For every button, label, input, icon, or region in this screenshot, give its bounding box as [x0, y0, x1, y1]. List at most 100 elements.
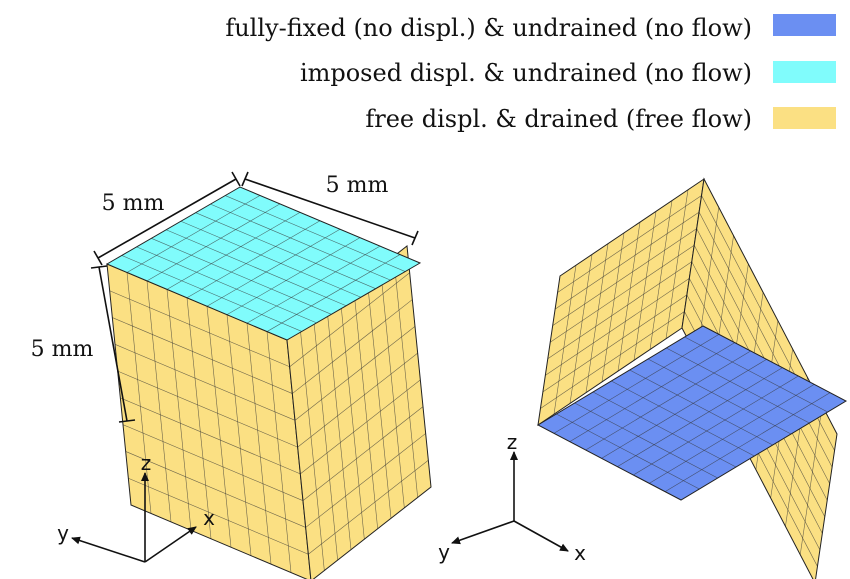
right-cube-left-mesh-line [569, 254, 593, 404]
left-cube-left-mesh-line [206, 306, 232, 548]
legend-swatch-free [773, 107, 836, 129]
right-cube-bottom-mesh-line [666, 347, 810, 424]
right-cube-right-outline [681, 177, 838, 579]
dimension-top-left: 5 mm [93, 171, 241, 266]
dimension-top-right: 5 mm [241, 171, 419, 246]
right-cube-bottom-mesh-line [684, 336, 828, 413]
right-cube-left-mesh-line [649, 200, 673, 350]
left-cube-left-mesh-line [112, 317, 293, 394]
right-cube-bottom-mesh-line [556, 413, 700, 490]
right-cube-bottom-mesh-line [553, 334, 720, 434]
left-cube-top-mesh-line [226, 237, 361, 315]
right-cube-right-mesh-line [698, 211, 833, 468]
left-cube-left-mesh-line [166, 289, 192, 531]
left-cube-face-left [106, 263, 312, 579]
left-cube-top-mesh-line [180, 220, 362, 298]
axis-label-z-right: z [507, 430, 518, 454]
axis-x-left [144, 526, 197, 563]
left-cube-right-fill [287, 246, 431, 579]
right-cube-right-mesh-line [696, 228, 830, 484]
left-cube-right-mesh-line [340, 298, 365, 540]
legend-item-fixed: fully-fixed (no displ.) & undrained (no … [225, 14, 836, 42]
right-cube-left-mesh-line [554, 211, 700, 310]
left-cube-right-mesh-line [302, 406, 424, 501]
dimension-label-height: 5 mm [31, 337, 94, 362]
right-cube-left-mesh-line [633, 211, 657, 361]
left-cube-right-mesh-line [292, 299, 413, 394]
dimension-label-top-right: 5 mm [326, 173, 389, 198]
right-cube-left-mesh-line [557, 195, 702, 293]
legend-label-imposed: imposed displ. & undrained (no flow) [300, 59, 752, 87]
left-cube-top-fill [107, 187, 420, 340]
left-cube-left-mesh-line [122, 424, 304, 501]
left-cube-right-mesh-line [300, 379, 421, 475]
right-cube-left-mesh-line [550, 244, 695, 343]
left-cube-top-mesh-line [195, 212, 376, 289]
right-cube-left-mesh-line [601, 232, 625, 382]
left-cube-right-mesh-line [393, 256, 418, 498]
left-cube-top-mesh-line [225, 195, 406, 272]
right-cube-left-mesh-line [553, 265, 577, 415]
left-cube-left-mesh-line [120, 397, 301, 475]
axis-x-right [513, 520, 569, 552]
right-cube-left-mesh-line [545, 278, 690, 376]
left-cube-right-mesh-line [380, 266, 405, 508]
right-cube-bottom-mesh-line [629, 369, 773, 446]
left-cube-top-outline [105, 186, 422, 341]
legend-item-free: free displ. & drained (free flow) [365, 105, 836, 133]
axis-label-x-left: x [203, 506, 215, 530]
left-cube-left-mesh-line [266, 331, 292, 573]
right-cube-bottom-mesh-line [664, 392, 831, 492]
left-cube-left-mesh-line [186, 297, 212, 539]
left-cube-face-right [286, 245, 432, 579]
left-cube-left-fill [107, 264, 311, 579]
right-cube-left-mesh-line [552, 228, 697, 326]
left-cube-top-mesh-line [121, 255, 302, 332]
right-cube-left-fill [538, 179, 704, 425]
left-cube-top-mesh-line [165, 229, 347, 307]
right-cube-bottom-mesh-line [617, 367, 783, 467]
right-cube-bottom-mesh-line [601, 359, 767, 459]
left-cube-left-mesh-line [246, 323, 272, 565]
dimension-annotations: 5 mm 5 mm 5 mm [31, 171, 419, 423]
left-cube-right-mesh-line [353, 287, 378, 529]
left-cube-left-mesh-line [117, 370, 298, 448]
right-cube-bottom-mesh-line [633, 375, 799, 476]
axis-y-right [451, 520, 515, 545]
left-cube-left-mesh-line [114, 344, 296, 421]
left-cube-top-mesh-line [206, 228, 341, 307]
left-cube-right-mesh-line [313, 319, 338, 561]
left-cube-top-mesh-line [210, 203, 391, 281]
left-cube-left-mesh-line [146, 280, 172, 522]
right-cube-face-bottom [536, 325, 848, 501]
right-cube-bottom-mesh-line [647, 358, 792, 435]
left-cube-left-mesh-line [226, 314, 252, 556]
left-cube-top-mesh-line [266, 254, 401, 332]
right-cube-left-mesh-line [665, 189, 689, 339]
left-cube-top-mesh-line [126, 195, 261, 273]
right-cube-bottom-mesh-line [592, 391, 737, 468]
left-cube-right-mesh-line [366, 277, 392, 519]
axis-label-z-left: z [141, 451, 152, 475]
right-cube-left-mesh-line [542, 294, 688, 393]
axes-right: z y x [438, 430, 586, 565]
legend-label-free: free displ. & drained (free flow) [365, 105, 752, 133]
right-cube-left-mesh-line [617, 222, 641, 372]
left-cube-face-top [105, 186, 422, 341]
legend-swatch-imposed [773, 61, 836, 83]
axis-label-y-right: y [438, 540, 450, 564]
left-cube-top-mesh-line [166, 212, 301, 290]
legend: fully-fixed (no displ.) & undrained (no … [225, 14, 836, 133]
axis-label-x-right: x [574, 541, 586, 565]
left-cube-right-mesh-line [308, 459, 429, 555]
left-cube-right-mesh-line [305, 433, 426, 528]
right-cube-bottom-fill [538, 326, 846, 500]
left-cube-right-mesh-line [289, 272, 410, 368]
left-cube-top-mesh-line [146, 203, 281, 282]
axis-label-y-left: y [57, 521, 69, 545]
dimension-height: 5 mm [31, 265, 136, 423]
left-cube-right-mesh-line [300, 329, 325, 571]
dimension-label-top-left: 5 mm [102, 191, 165, 216]
right-cube-left-mesh-line [547, 261, 692, 360]
